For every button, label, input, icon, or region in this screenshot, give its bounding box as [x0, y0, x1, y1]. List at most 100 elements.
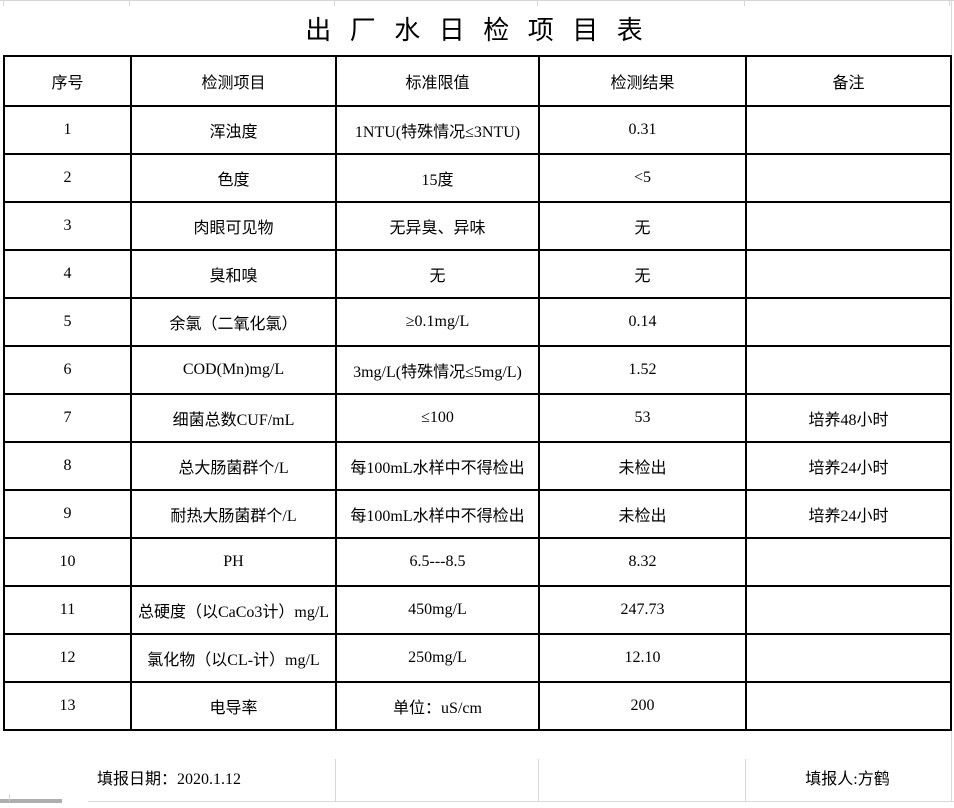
grid-tick — [3, 0, 4, 6]
cell-limit[interactable]: 单位：uS/cm — [335, 681, 540, 731]
table-row: 5 余氯（二氧化氯） ≥0.1mg/L 0.14 — [3, 297, 952, 347]
cell-limit[interactable]: 450mg/L — [335, 585, 540, 635]
cell-result[interactable]: 0.14 — [538, 297, 747, 347]
footer-gridline — [335, 759, 336, 801]
cell-note[interactable] — [745, 105, 952, 155]
cell-note[interactable] — [745, 633, 952, 683]
cell-serial[interactable]: 9 — [3, 489, 132, 539]
cell-item[interactable]: 耐热大肠菌群个/L — [130, 489, 337, 539]
cell-limit[interactable]: 250mg/L — [335, 633, 540, 683]
cell-item[interactable]: 电导率 — [130, 681, 337, 731]
cell-note[interactable] — [745, 249, 952, 299]
header-note[interactable]: 备注 — [745, 55, 952, 107]
cell-result[interactable]: 未检出 — [538, 489, 747, 539]
cell-note[interactable]: 培养24小时 — [745, 441, 952, 491]
table-row: 11 总硬度（以CaCo3计）mg/L 450mg/L 247.73 — [3, 585, 952, 635]
cell-serial[interactable]: 2 — [3, 153, 132, 203]
cell-limit[interactable]: 3mg/L(特殊情况≤5mg/L) — [335, 345, 540, 395]
header-item[interactable]: 检测项目 — [130, 55, 337, 107]
cell-limit[interactable]: 1NTU(特殊情况≤3NTU) — [335, 105, 540, 155]
cell-serial[interactable]: 8 — [3, 441, 132, 491]
table-row: 2 色度 15度 <5 — [3, 153, 952, 203]
grid-tick — [537, 0, 538, 6]
right-gridline — [951, 0, 952, 801]
cell-note[interactable]: 培养24小时 — [745, 489, 952, 539]
cell-result[interactable]: 12.10 — [538, 633, 747, 683]
table-header-row: 序号 检测项目 标准限值 检测结果 备注 — [3, 55, 952, 107]
header-result[interactable]: 检测结果 — [538, 55, 747, 107]
footer-gridline — [538, 759, 539, 801]
cell-result[interactable]: 1.52 — [538, 345, 747, 395]
header-limit[interactable]: 标准限值 — [335, 55, 540, 107]
grid-tick — [744, 0, 745, 6]
cell-result[interactable]: 0.31 — [538, 105, 747, 155]
cell-result[interactable]: 8.32 — [538, 537, 747, 587]
table-body: 1 浑浊度 1NTU(特殊情况≤3NTU) 0.31 2 色度 15度 <5 3… — [3, 105, 952, 731]
fill-date-label[interactable]: 填报日期：2020.1.12 — [96, 771, 241, 788]
reporter-label[interactable]: 填报人:方鹤 — [805, 771, 890, 788]
cell-serial[interactable]: 13 — [3, 681, 132, 731]
cell-item[interactable]: 色度 — [130, 153, 337, 203]
cell-item[interactable]: PH — [130, 537, 337, 587]
cell-limit[interactable]: 无 — [335, 249, 540, 299]
cell-limit[interactable]: 每100mL水样中不得检出 — [335, 489, 540, 539]
bottom-gridline — [88, 801, 954, 802]
cell-serial[interactable]: 6 — [3, 345, 132, 395]
table-row: 1 浑浊度 1NTU(特殊情况≤3NTU) 0.31 — [3, 105, 952, 155]
cell-serial[interactable]: 11 — [3, 585, 132, 635]
cell-limit[interactable]: 6.5---8.5 — [335, 537, 540, 587]
table-row: 3 肉眼可见物 无异臭、异味 无 — [3, 201, 952, 251]
cell-item[interactable]: 氯化物（以CL-计）mg/L — [130, 633, 337, 683]
cell-serial[interactable]: 4 — [3, 249, 132, 299]
cell-result[interactable]: 200 — [538, 681, 747, 731]
cell-serial[interactable]: 5 — [3, 297, 132, 347]
top-gridline — [0, 0, 954, 1]
cell-note[interactable] — [745, 345, 952, 395]
page-title: 出 厂 水 日 检 项 目 表 — [305, 16, 649, 45]
inspection-table: 序号 检测项目 标准限值 检测结果 备注 1 浑浊度 1NTU(特殊情况≤3NT… — [3, 55, 952, 731]
cell-item[interactable]: 细菌总数CUF/mL — [130, 393, 337, 443]
bottom-left-edge-bar — [0, 799, 62, 803]
cell-limit[interactable]: 每100mL水样中不得检出 — [335, 441, 540, 491]
cell-item[interactable]: 余氯（二氧化氯） — [130, 297, 337, 347]
cell-item[interactable]: 浑浊度 — [130, 105, 337, 155]
header-serial[interactable]: 序号 — [3, 55, 132, 107]
table-row: 12 氯化物（以CL-计）mg/L 250mg/L 12.10 — [3, 633, 952, 683]
cell-result[interactable]: 无 — [538, 249, 747, 299]
grid-tick — [129, 0, 130, 6]
cell-limit[interactable]: 无异臭、异味 — [335, 201, 540, 251]
grid-tick — [949, 0, 950, 6]
cell-result[interactable]: 未检出 — [538, 441, 747, 491]
cell-result[interactable]: 247.73 — [538, 585, 747, 635]
cell-result[interactable]: 无 — [538, 201, 747, 251]
cell-note[interactable] — [745, 585, 952, 635]
table-row: 6 COD(Mn)mg/L 3mg/L(特殊情况≤5mg/L) 1.52 — [3, 345, 952, 395]
cell-note[interactable] — [745, 153, 952, 203]
table-row: 7 细菌总数CUF/mL ≤100 53 培养48小时 — [3, 393, 952, 443]
cell-note[interactable] — [745, 297, 952, 347]
footer-gridline — [745, 759, 746, 801]
cell-serial[interactable]: 1 — [3, 105, 132, 155]
cell-result[interactable]: 53 — [538, 393, 747, 443]
cell-item[interactable]: COD(Mn)mg/L — [130, 345, 337, 395]
cell-serial[interactable]: 12 — [3, 633, 132, 683]
cell-note[interactable] — [745, 201, 952, 251]
cell-limit[interactable]: 15度 — [335, 153, 540, 203]
table-row: 4 臭和嗅 无 无 — [3, 249, 952, 299]
cell-item[interactable]: 总硬度（以CaCo3计）mg/L — [130, 585, 337, 635]
table-row: 10 PH 6.5---8.5 8.32 — [3, 537, 952, 587]
cell-note[interactable] — [745, 537, 952, 587]
table-row: 9 耐热大肠菌群个/L 每100mL水样中不得检出 未检出 培养24小时 — [3, 489, 952, 539]
cell-note[interactable] — [745, 681, 952, 731]
cell-note[interactable]: 培养48小时 — [745, 393, 952, 443]
cell-item[interactable]: 臭和嗅 — [130, 249, 337, 299]
cell-item[interactable]: 总大肠菌群个/L — [130, 441, 337, 491]
cell-serial[interactable]: 7 — [3, 393, 132, 443]
cell-limit[interactable]: ≥0.1mg/L — [335, 297, 540, 347]
cell-serial[interactable]: 3 — [3, 201, 132, 251]
cell-result[interactable]: <5 — [538, 153, 747, 203]
cell-limit[interactable]: ≤100 — [335, 393, 540, 443]
cell-item[interactable]: 肉眼可见物 — [130, 201, 337, 251]
cell-serial[interactable]: 10 — [3, 537, 132, 587]
